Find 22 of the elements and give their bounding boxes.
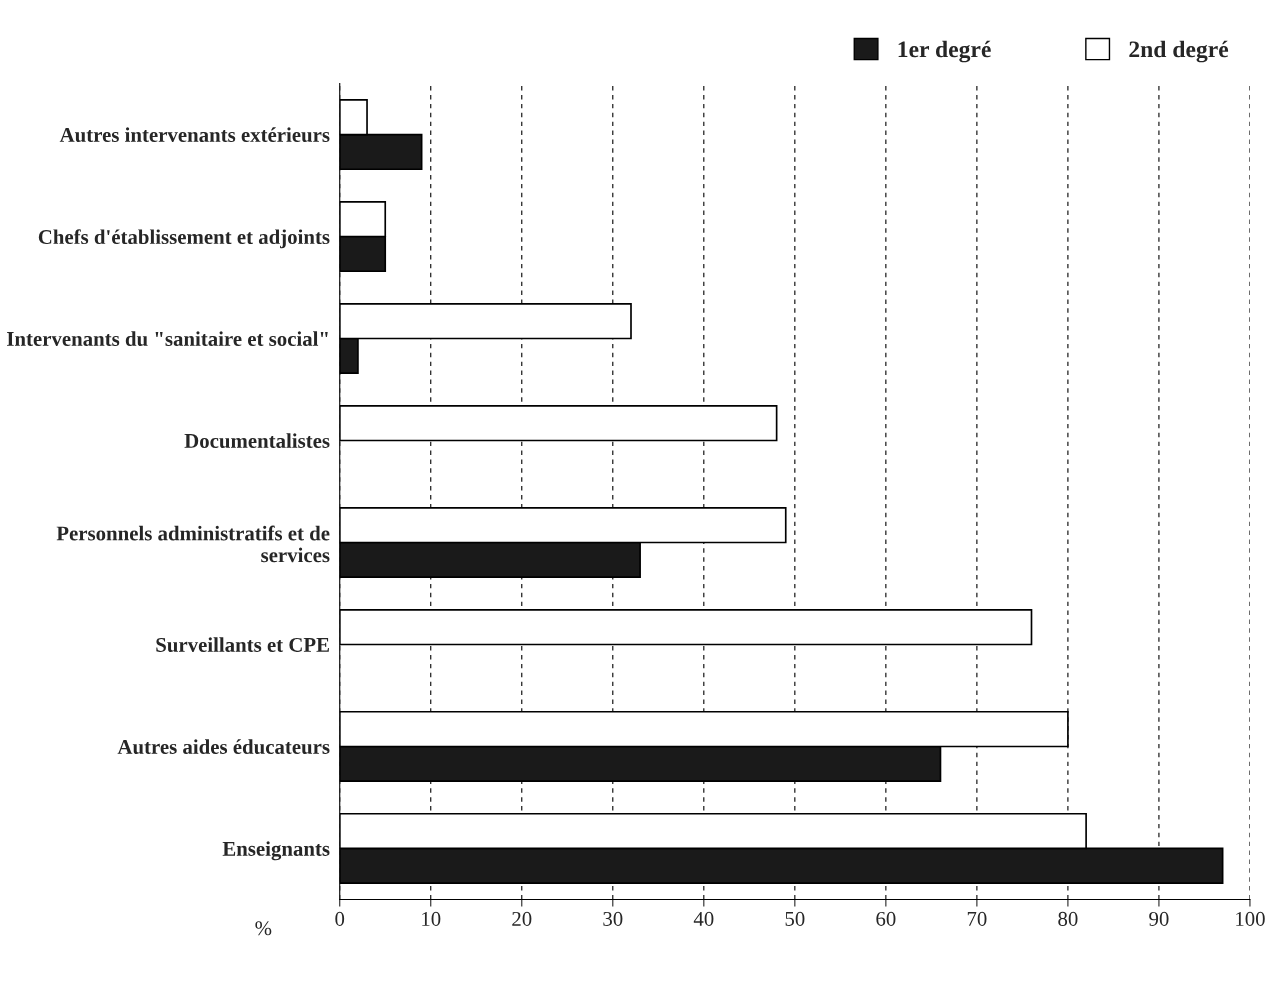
x-tick-label: 40 — [693, 911, 714, 926]
y-tick-label: Autres aides éducateurs — [117, 739, 330, 754]
x-tick-label: 20 — [512, 911, 532, 926]
y-tick-label: Intervenants du "sanitaire et social" — [7, 331, 328, 346]
legend-label: 2nd degré — [1129, 40, 1229, 63]
y-tick-label: Enseignants — [222, 841, 330, 861]
y-tick-label: Documentalistes — [184, 433, 330, 448]
x-tick-label: 100 — [1236, 911, 1265, 926]
y-tick-label: Personnels administratifs et de services — [56, 525, 330, 563]
x-tick-label: 80 — [1058, 911, 1078, 926]
y-tick-label: Autres intervenants extérieurs — [59, 127, 330, 143]
x-axis-title: % — [255, 921, 272, 936]
y-tick-label: Chefs d'établissement et adjoints — [38, 229, 330, 249]
x-tick-label: 60 — [876, 911, 896, 926]
y-tick-label: Surveillants et CPE — [156, 637, 329, 652]
x-tick-label: 50 — [785, 911, 805, 926]
x-tick-label: 10 — [422, 911, 441, 926]
x-tick-label: 90 — [1149, 911, 1169, 926]
x-tick-label: 0 — [335, 911, 345, 926]
x-tick-label: 30 — [603, 911, 623, 926]
x-tick-label: 70 — [967, 911, 987, 926]
legend-label: 1er degré — [898, 40, 991, 63]
